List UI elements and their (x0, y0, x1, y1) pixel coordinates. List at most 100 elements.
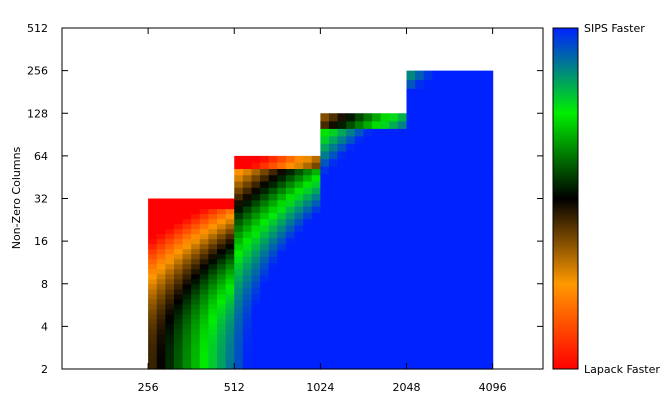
heatmap-cell (191, 278, 201, 285)
heatmap-cell (423, 281, 433, 291)
heatmap-cell (337, 353, 347, 363)
heatmap-cell (475, 114, 485, 124)
heatmap-cell (303, 206, 313, 213)
heatmap-cell (199, 263, 210, 270)
heatmap-cell (277, 243, 287, 251)
heatmap-cell (354, 211, 365, 220)
heatmap-cell (423, 70, 433, 81)
heatmap-cell (423, 167, 433, 177)
heatmap-cell (389, 195, 399, 205)
heatmap-cell (406, 140, 416, 151)
heatmap-cell (260, 168, 270, 176)
heatmap-cell (440, 105, 451, 116)
heatmap-cell (372, 338, 382, 348)
heatmap-cell (440, 219, 451, 230)
heatmap-cell (191, 273, 201, 280)
heatmap-cell (156, 353, 166, 360)
heatmap-cell (440, 272, 451, 282)
heatmap-cell (363, 316, 373, 325)
heatmap-cell (363, 331, 373, 340)
heatmap-cell (199, 343, 210, 350)
heatmap-cell (303, 343, 313, 351)
heatmap-cell (242, 187, 253, 195)
heatmap-cell (397, 278, 408, 287)
heatmap-cell (225, 358, 235, 365)
heatmap-cell (458, 254, 468, 265)
heatmap-cell (432, 316, 442, 326)
heatmap-cell (337, 361, 347, 370)
heatmap-cell (285, 268, 296, 276)
heatmap-cell (406, 175, 416, 186)
heatmap-cell (165, 268, 175, 275)
heatmap-cell (423, 88, 433, 98)
heatmap-cell (458, 281, 468, 291)
heatmap-cell (165, 208, 175, 215)
heatmap-cell (415, 237, 425, 247)
heatmap-cell (380, 165, 390, 175)
heatmap-cell (320, 338, 330, 348)
heatmap-cell (251, 268, 261, 276)
heatmap-cell (173, 298, 184, 305)
heatmap-cell (148, 313, 158, 320)
heatmap-cell (208, 328, 218, 335)
y-tick-label: 32 (34, 193, 48, 206)
heatmap-cell (260, 350, 270, 358)
heatmap-cell (320, 128, 330, 137)
heatmap-cell (337, 203, 347, 212)
heatmap-cell (389, 293, 399, 302)
heatmap-cell (303, 306, 313, 314)
heatmap-cell (484, 211, 494, 221)
heatmap-cell (208, 358, 218, 365)
heatmap-cell (328, 278, 339, 287)
heatmap-cell (268, 218, 278, 226)
heatmap-cell (268, 262, 278, 270)
heatmap-cell (415, 272, 425, 282)
y-tick-label: 4 (41, 320, 48, 333)
heatmap-cell (440, 140, 451, 151)
heatmap-cell (303, 274, 313, 282)
heatmap-cell (372, 256, 382, 265)
heatmap-cell (260, 287, 270, 295)
heatmap-cell (337, 211, 347, 220)
y-tick-label: 8 (41, 278, 48, 291)
heatmap-cell (406, 79, 416, 89)
heatmap-cell (328, 346, 339, 355)
heatmap-cell (294, 300, 304, 307)
heatmap-cell (294, 256, 304, 264)
heatmap-cell (268, 206, 278, 213)
heatmap-cell (449, 202, 459, 212)
heatmap-cell (182, 283, 192, 290)
heatmap-cell (225, 323, 235, 330)
heatmap-cell (234, 318, 244, 326)
heatmap-cell (449, 351, 459, 361)
heatmap-cell (372, 323, 382, 332)
heatmap-cell (440, 96, 451, 107)
colorbar (552, 27, 579, 370)
heatmap-cell (354, 173, 365, 182)
heatmap-cell (389, 135, 399, 144)
heatmap-cell (234, 262, 244, 270)
heatmap-cell (363, 195, 373, 205)
heatmap-cell (354, 188, 365, 197)
heatmap-cell (475, 263, 485, 274)
heatmap-cell (440, 333, 451, 344)
heatmap-cell (148, 268, 158, 275)
heatmap-cell (173, 283, 184, 290)
heatmap-cell (242, 256, 253, 264)
heatmap-cell (475, 184, 485, 195)
heatmap-cell (156, 253, 166, 260)
heatmap-cell (432, 175, 442, 186)
heatmap-cell (466, 202, 476, 212)
x-axis: 256 512 1024 2048 4096 (138, 28, 507, 394)
heatmap-cell (311, 243, 321, 251)
heatmap-cell (363, 293, 373, 302)
heatmap-cell (173, 208, 184, 215)
heatmap-cell (242, 343, 253, 351)
heatmap-cell (199, 338, 210, 345)
heatmap-cell (432, 211, 442, 221)
heatmap-cell (251, 262, 261, 270)
heatmap-cell (294, 262, 304, 270)
heatmap-cell (277, 293, 287, 301)
heatmap-cell (320, 248, 330, 257)
heatmap-cell (397, 293, 408, 302)
